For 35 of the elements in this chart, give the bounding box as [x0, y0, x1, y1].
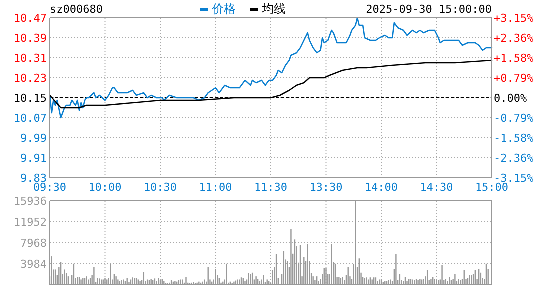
- y-tick-label: 3984: [20, 258, 48, 271]
- legend-item: 均线: [250, 2, 286, 16]
- y-tick-label: 9.91: [20, 152, 47, 165]
- y-tick-label: 10.31: [14, 52, 47, 65]
- text: +3.15%: [494, 12, 534, 25]
- y-tick-label: 15936: [14, 195, 47, 208]
- y-tick-label: 10.23: [14, 72, 47, 85]
- y-tick-label: 10.47: [14, 12, 47, 25]
- text: +1.58%: [494, 52, 534, 65]
- text: 0.00%: [494, 92, 528, 105]
- legend-label: 均线: [261, 2, 286, 16]
- y-tick-label: 10.15: [14, 92, 47, 105]
- x-tick-label: 10:30: [144, 181, 178, 194]
- x-tick-label: 13:30: [310, 181, 343, 194]
- x-tick-label: 15:00: [475, 181, 509, 194]
- text: -1.58%: [494, 132, 534, 146]
- y-tick-label: 7968: [20, 237, 47, 250]
- text: -2.36%: [494, 152, 534, 165]
- text: -0.79%: [494, 112, 534, 126]
- chart-title: sz000680: [50, 3, 103, 16]
- x-tick-label: 14:30: [420, 181, 454, 194]
- y-tick-label: 10.39: [14, 32, 47, 45]
- y-tick-label: 10.07: [14, 112, 47, 125]
- y-tick-label: 11952: [14, 216, 47, 229]
- chart-subtitle: 2025-09-30 15:00:00: [366, 3, 492, 16]
- x-tick-label: 10:00: [88, 181, 122, 194]
- text: +2.36%: [494, 32, 534, 46]
- text: +0.79%: [494, 72, 534, 85]
- x-tick-label: 11:00: [199, 181, 232, 194]
- x-tick-label: 11:30: [254, 181, 288, 194]
- x-tick-label: 09:30: [33, 181, 67, 194]
- x-tick-label: 14:00: [364, 181, 398, 194]
- legend-item: 价格: [200, 2, 236, 16]
- y-tick-label: 9.99: [20, 132, 47, 145]
- legend-label: 价格: [211, 2, 236, 16]
